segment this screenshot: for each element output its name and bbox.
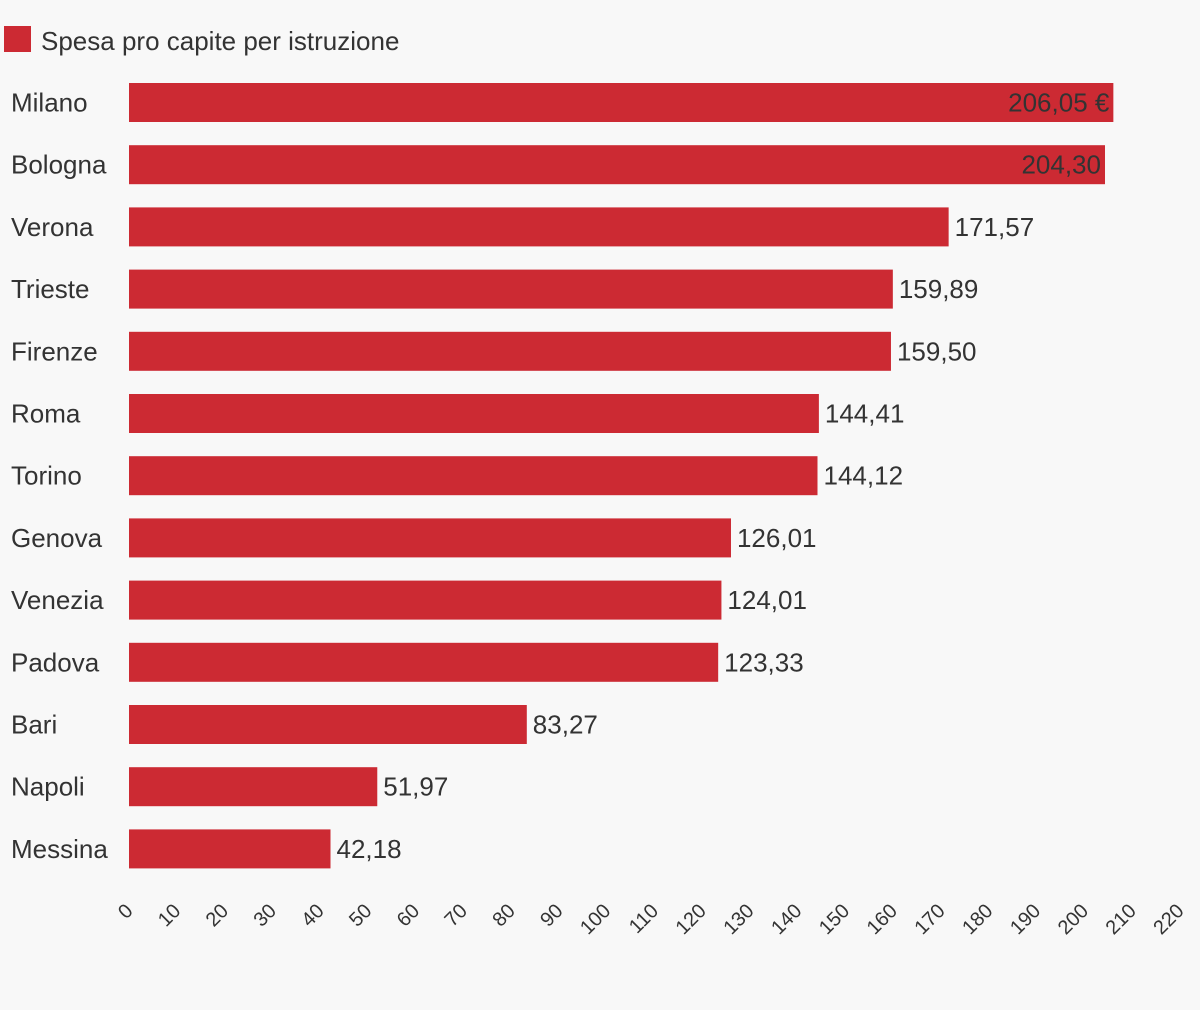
data-label: 83,27 bbox=[533, 710, 598, 740]
x-tick-label: 130 bbox=[719, 900, 758, 939]
data-label: 51,97 bbox=[383, 772, 448, 802]
data-label: 206,05 € bbox=[1008, 88, 1110, 118]
category-label: Torino bbox=[11, 461, 82, 491]
x-tick-label: 140 bbox=[767, 900, 806, 939]
category-label: Milano bbox=[11, 88, 88, 118]
category-label: Bologna bbox=[11, 150, 107, 180]
x-axis-tick-labels: 0 10 20 30 40 50 60 70 80 90 100 110 120 130 140 150 160… bbox=[114, 900, 1188, 939]
data-label: 124,01 bbox=[727, 585, 807, 615]
x-tick-label: 30 bbox=[250, 900, 281, 931]
x-tick-label: 150 bbox=[815, 900, 854, 939]
category-label: Firenze bbox=[11, 336, 98, 366]
data-label: 159,50 bbox=[897, 336, 977, 366]
bar-venezia bbox=[129, 580, 722, 620]
category-label: Venezia bbox=[11, 585, 104, 615]
x-tick-label: 200 bbox=[1054, 900, 1093, 939]
x-tick-label: 20 bbox=[202, 900, 233, 931]
category-label: Padova bbox=[11, 647, 100, 677]
data-label: 171,57 bbox=[955, 212, 1035, 242]
bar-genova bbox=[129, 518, 731, 558]
x-tick-label: 60 bbox=[393, 900, 424, 931]
x-tick-label: 210 bbox=[1102, 900, 1141, 939]
x-tick-label: 40 bbox=[297, 900, 328, 931]
data-label: 159,89 bbox=[899, 274, 979, 304]
x-tick-label: 170 bbox=[911, 900, 950, 939]
x-tick-label: 100 bbox=[576, 900, 615, 939]
x-tick-label: 50 bbox=[345, 900, 376, 931]
data-label: 144,12 bbox=[824, 461, 904, 491]
data-label: 123,33 bbox=[724, 647, 804, 677]
category-label: Napoli bbox=[11, 772, 85, 802]
bar-roma bbox=[129, 394, 819, 433]
category-label: Messina bbox=[11, 834, 108, 864]
x-tick-label: 110 bbox=[625, 900, 663, 938]
category-labels: Milano Bologna Verona Trieste Firenze Roma Tor… bbox=[11, 88, 108, 864]
category-label: Genova bbox=[11, 523, 103, 553]
category-label: Roma bbox=[11, 399, 81, 429]
x-tick-label: 120 bbox=[672, 900, 711, 939]
category-label: Verona bbox=[11, 212, 94, 242]
bars bbox=[129, 83, 1114, 869]
bar-messina bbox=[129, 829, 331, 869]
x-tick-label: 180 bbox=[958, 900, 997, 939]
bar-bologna bbox=[129, 145, 1105, 185]
bar-padova bbox=[129, 642, 719, 682]
bar-verona bbox=[129, 207, 949, 247]
legend-swatch bbox=[4, 26, 31, 52]
x-tick-label: 90 bbox=[536, 900, 567, 931]
value-labels: 206,05 € 204,30 171,57 159,89 159,50 144,41 14… bbox=[337, 88, 1110, 864]
x-tick-label: 70 bbox=[441, 900, 472, 931]
legend-label: Spesa pro capite per istruzione bbox=[41, 26, 399, 56]
x-tick-label: 190 bbox=[1006, 900, 1045, 939]
x-tick-label: 10 bbox=[154, 900, 185, 931]
bar-milano bbox=[129, 83, 1114, 122]
data-label: 144,41 bbox=[825, 399, 905, 429]
bar-firenze bbox=[129, 331, 891, 371]
category-label: Trieste bbox=[11, 274, 90, 304]
x-tick-label: 80 bbox=[488, 900, 519, 931]
data-label: 204,30 bbox=[1021, 150, 1101, 180]
data-label: 126,01 bbox=[737, 523, 817, 553]
bar-napoli bbox=[129, 767, 378, 807]
x-tick-label: 220 bbox=[1149, 900, 1188, 939]
bar-trieste bbox=[129, 269, 893, 309]
data-label: 42,18 bbox=[337, 834, 402, 864]
legend: Spesa pro capite per istruzione bbox=[4, 26, 399, 56]
bar-bari bbox=[129, 705, 527, 744]
category-label: Bari bbox=[11, 710, 57, 740]
x-tick-label: 0 bbox=[114, 900, 137, 923]
bar-torino bbox=[129, 456, 818, 496]
x-tick-label: 160 bbox=[863, 900, 902, 939]
